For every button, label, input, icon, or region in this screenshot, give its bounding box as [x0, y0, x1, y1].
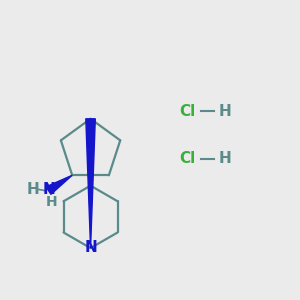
Polygon shape [86, 119, 95, 248]
Text: Cl: Cl [180, 152, 196, 166]
Text: N: N [85, 240, 98, 255]
Text: H: H [27, 182, 39, 197]
Text: N: N [42, 182, 55, 197]
Text: H: H [218, 152, 231, 166]
Text: H: H [46, 195, 57, 209]
Polygon shape [46, 175, 72, 194]
Text: Cl: Cl [180, 104, 196, 119]
Text: H: H [218, 104, 231, 119]
